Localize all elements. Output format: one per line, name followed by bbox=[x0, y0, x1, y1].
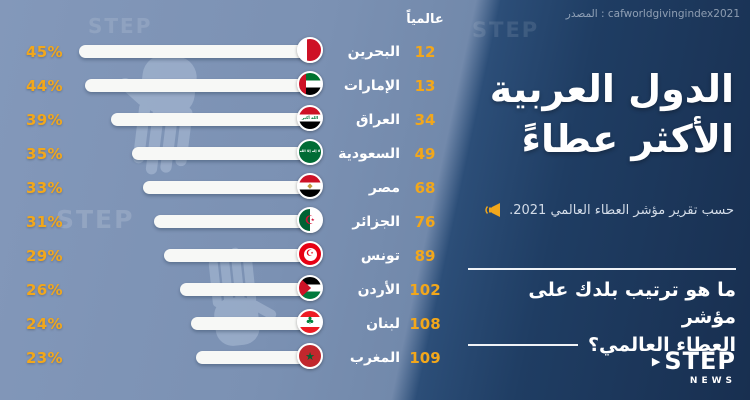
flag-saudi-arabia-icon: لا إله إلا الله bbox=[297, 139, 323, 165]
country-row: 26% الأردن 102 bbox=[0, 274, 450, 306]
giving-bar bbox=[79, 45, 318, 58]
giving-bar bbox=[180, 283, 318, 296]
world-rank: 109 bbox=[409, 349, 441, 367]
logo-news-text: NEWS bbox=[689, 376, 736, 386]
percent-label: 44% bbox=[26, 77, 63, 95]
world-rank: 102 bbox=[409, 281, 441, 299]
flag-emblem-glyph: لا إله إلا الله bbox=[299, 149, 321, 154]
giving-bar bbox=[132, 147, 318, 160]
world-rank: 108 bbox=[409, 315, 441, 333]
flag-emblem-disc bbox=[303, 247, 317, 261]
divider-line bbox=[468, 344, 579, 347]
country-name: لبنان bbox=[366, 316, 400, 332]
play-icon: ▶ bbox=[651, 354, 662, 368]
world-rank: 68 bbox=[414, 179, 436, 197]
question-block: ما هو ترتيب بلدك على مؤشر العطاء العالمي… bbox=[468, 268, 736, 359]
flag-jordan-icon bbox=[297, 275, 323, 301]
subtitle-row: حسب تقرير مؤشر العطاء العالمي 2021. bbox=[484, 202, 734, 218]
country-name: الإمارات bbox=[343, 78, 400, 94]
country-name: مصر bbox=[368, 180, 400, 196]
title-line2: الأكثر عطاءً bbox=[521, 117, 734, 162]
flag-hoist-triangle bbox=[299, 277, 312, 299]
percent-label: 35% bbox=[26, 145, 63, 163]
megaphone-icon bbox=[485, 203, 501, 217]
subtitle-text: حسب تقرير مؤشر العطاء العالمي 2021. bbox=[509, 202, 734, 218]
world-rank: 76 bbox=[414, 213, 436, 231]
country-name: الأردن bbox=[357, 282, 400, 298]
percent-label: 31% bbox=[26, 213, 63, 231]
flag-emblem-glyph: ◆ bbox=[307, 181, 313, 190]
world-rank: 13 bbox=[414, 77, 436, 95]
percent-label: 26% bbox=[26, 281, 63, 299]
flag-emblem-glyph: ☪ bbox=[305, 248, 315, 259]
step-news-logo: ▶ STEP NEWS bbox=[652, 347, 736, 386]
question-line1: ما هو ترتيب بلدك على مؤشر bbox=[528, 279, 736, 328]
right-panel: الدول العربية الأكثر عطاءً حسب تقرير مؤش… bbox=[450, 0, 750, 400]
giving-bar bbox=[191, 317, 318, 330]
country-name: الجزائر bbox=[352, 214, 400, 230]
country-name: السعودية bbox=[338, 146, 400, 162]
country-row: 44% الإمارات 13 bbox=[0, 70, 450, 102]
country-row: 33% ◆ مصر 68 bbox=[0, 172, 450, 204]
country-name: تونس bbox=[360, 248, 400, 264]
country-row: 24% ♣ لبنان 108 bbox=[0, 308, 450, 340]
giving-bar bbox=[164, 249, 318, 262]
flag-emblem: لا إله إلا الله bbox=[299, 141, 321, 163]
percent-label: 24% bbox=[26, 315, 63, 333]
step-ghost-watermark: STEP bbox=[88, 14, 153, 38]
flag-emblem: ★ bbox=[299, 345, 321, 367]
country-row: 29% ☪ تونس 89 bbox=[0, 240, 450, 272]
flag-uae-icon bbox=[297, 71, 323, 97]
country-row: 23% ★ المغرب 109 bbox=[0, 342, 450, 374]
percent-label: 33% bbox=[26, 179, 63, 197]
world-rank: 12 bbox=[414, 43, 436, 61]
flag-emblem-glyph: ★ bbox=[305, 349, 315, 363]
country-row: 39% الله أكبر العراق 34 bbox=[0, 104, 450, 136]
flag-emblem-glyph: الله أكبر bbox=[301, 115, 319, 120]
title-line1: الدول العربية bbox=[489, 67, 734, 111]
percent-label: 45% bbox=[26, 43, 63, 61]
flag-tunisia-icon: ☪ bbox=[297, 241, 323, 267]
flag-emblem: ◆ bbox=[299, 175, 321, 197]
giving-bar bbox=[196, 351, 318, 364]
step-ghost-watermark: STEP bbox=[56, 205, 135, 234]
percent-label: 23% bbox=[26, 349, 63, 367]
giving-bar bbox=[154, 215, 318, 228]
giving-bar bbox=[143, 181, 318, 194]
flag-iraq-icon: الله أكبر bbox=[297, 105, 323, 131]
flag-emblem: ☪ bbox=[299, 243, 321, 265]
step-ghost-watermark: STEP bbox=[472, 18, 540, 42]
percent-label: 29% bbox=[26, 247, 63, 265]
logo-step-text: STEP bbox=[664, 347, 736, 375]
giving-bar bbox=[111, 113, 318, 126]
country-row: 31% ☪ الجزائر 76 bbox=[0, 206, 450, 238]
percent-label: 39% bbox=[26, 111, 63, 129]
source-watermark: المصدر : cafworldgivingindex2021 bbox=[565, 8, 740, 20]
flag-morocco-icon: ★ bbox=[297, 343, 323, 369]
flag-emblem-glyph: ☪ bbox=[304, 213, 316, 227]
flag-emblem: الله أكبر bbox=[299, 107, 321, 129]
question-line2: العطاء العالمي؟ bbox=[588, 334, 736, 357]
country-row: 35% لا إله إلا الله السعودية 49 bbox=[0, 138, 450, 170]
world-rank: 34 bbox=[414, 111, 436, 129]
world-rank: 49 bbox=[414, 145, 436, 163]
flag-emblem: ☪ bbox=[299, 209, 321, 231]
giving-bar-chart: 45% البحرين 12 44% الإمارات 13 39% الله أكبر الع… bbox=[0, 36, 450, 374]
country-row: 45% البحرين 12 bbox=[0, 36, 450, 68]
flag-hoist-band bbox=[299, 73, 307, 95]
flag-emblem: ♣ bbox=[299, 311, 321, 333]
flag-lebanon-icon: ♣ bbox=[297, 309, 323, 335]
flag-algeria-icon: ☪ bbox=[297, 207, 323, 233]
giving-bar bbox=[85, 79, 318, 92]
page-title: الدول العربية الأكثر عطاءً bbox=[490, 64, 734, 164]
flag-bahrain-icon bbox=[297, 37, 323, 63]
flag-egypt-icon: ◆ bbox=[297, 173, 323, 199]
rank-column-header: عالمياً bbox=[406, 12, 444, 27]
country-name: المغرب bbox=[349, 350, 400, 366]
flag-emblem-glyph: ♣ bbox=[305, 316, 315, 327]
country-name: العراق bbox=[356, 112, 400, 128]
country-name: البحرين bbox=[347, 44, 400, 60]
world-rank: 89 bbox=[414, 247, 436, 265]
